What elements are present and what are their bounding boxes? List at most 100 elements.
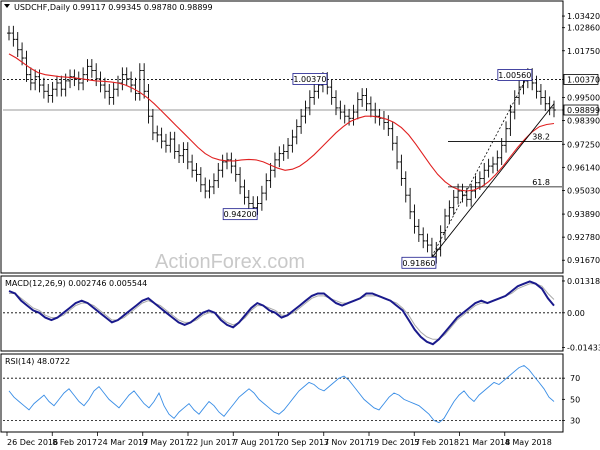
price-bar <box>185 142 190 170</box>
price-bar <box>364 88 369 112</box>
price-bar <box>443 208 447 240</box>
price-bar <box>486 158 491 178</box>
price-bar <box>499 138 504 166</box>
price-bar <box>242 179 247 205</box>
rsi-panel-frame <box>0 353 564 433</box>
trend-line-support <box>431 103 555 258</box>
rsi-y-tick-label: 70 <box>570 374 580 383</box>
price-bar <box>7 25 11 41</box>
price-bar <box>111 81 116 105</box>
price-bar <box>168 131 173 153</box>
price-bar <box>59 75 64 97</box>
x-tick-label: 26 Dec 2016 <box>7 438 58 447</box>
price-y-tick-label: 0.99500 <box>567 94 600 103</box>
swing-label-box <box>222 208 258 221</box>
price-bar <box>538 84 543 105</box>
price-bar <box>54 75 59 97</box>
price-bar <box>395 135 400 170</box>
price-bar <box>334 90 338 116</box>
price-bar <box>172 131 177 159</box>
x-tick-label: 22 Jun 2017 <box>188 438 236 447</box>
price-bar <box>194 162 199 182</box>
swing-label: 0.91860 <box>402 259 435 268</box>
x-tick-label: 24 Mar 2017 <box>98 438 149 447</box>
price-y-tick-label: 1.00370 <box>567 75 600 84</box>
price-bar <box>552 100 556 118</box>
price-bar <box>408 187 413 220</box>
price-bar <box>307 90 312 116</box>
price-bar <box>211 173 216 195</box>
price-bar <box>68 69 73 89</box>
price-bar <box>50 81 55 103</box>
price-bar <box>76 71 81 91</box>
price-bar <box>98 71 103 93</box>
price-y-tick-label: 1.02860 <box>567 24 600 33</box>
x-tick-label: 19 Dec 2017 <box>369 438 420 447</box>
price-bar <box>421 227 426 249</box>
swing-label-box <box>401 256 437 269</box>
price-bar <box>120 67 125 91</box>
price-y-tick-label: 0.91670 <box>567 256 600 265</box>
price-bar <box>89 59 94 78</box>
price-bar <box>216 162 221 188</box>
price-bar <box>425 233 430 253</box>
price-bar <box>264 173 269 201</box>
price-bar <box>85 59 90 82</box>
price-bar <box>46 84 51 103</box>
price-y-tick-label: 0.95030 <box>567 186 600 195</box>
price-y-tick-label: 1.03420 <box>567 12 600 21</box>
x-tick-label: 3 Nov 2017 <box>324 438 370 447</box>
price-bar <box>451 189 456 215</box>
rsi-panel: 70 50 30 <box>3 364 580 426</box>
price-bar <box>399 154 404 186</box>
price-panel-frame <box>0 0 564 274</box>
price-tick-highlight <box>563 74 599 85</box>
price-bar <box>403 171 408 203</box>
price-bar <box>28 67 33 91</box>
rsi-line <box>8 364 555 424</box>
macd-y-tick-label: -0.014339 <box>567 343 600 352</box>
price-bar <box>290 129 295 153</box>
price-bar <box>159 127 164 149</box>
price-bar <box>124 67 129 87</box>
price-y-tick-label: 0.96140 <box>567 163 600 172</box>
price-bar <box>490 156 495 174</box>
price-bar <box>351 104 356 126</box>
price-bar <box>303 100 308 124</box>
x-tick-label: 8 Feb 2017 <box>52 438 97 447</box>
price-tick-highlight <box>563 104 599 116</box>
price-bar <box>177 144 182 163</box>
macd-panel: 0.013184 0.00 -0.014339 <box>3 277 600 352</box>
price-bar <box>299 108 304 134</box>
swing-label: 0.94200 <box>224 210 257 219</box>
swing-label: 1.00560 <box>498 71 531 80</box>
price-bar <box>133 77 138 101</box>
swing-label-box <box>292 73 328 85</box>
price-bar <box>238 167 243 195</box>
price-bar <box>360 88 365 107</box>
price-bar <box>286 138 291 159</box>
x-tick-label: 7 Aug 2017 <box>233 438 279 447</box>
price-bar <box>504 121 509 153</box>
price-bar <box>33 69 38 91</box>
macd-y-tick-label: 0.00 <box>567 309 585 318</box>
x-tick-label: 5 Feb 2018 <box>414 438 459 447</box>
price-bar <box>447 200 452 224</box>
price-bar <box>543 90 548 112</box>
price-bar <box>338 100 343 120</box>
price-bar <box>547 96 552 116</box>
price-bar <box>150 108 155 141</box>
price-bar <box>438 225 443 257</box>
price-bar <box>190 154 195 178</box>
price-bar <box>272 152 277 178</box>
price-bar <box>163 133 168 153</box>
price-panel-title: USDCHF,Daily 0.99117 0.99345 0.98780 0.9… <box>14 3 213 12</box>
swing-label-box <box>497 69 533 81</box>
rsi-y-tick-label: 30 <box>570 417 580 426</box>
price-bar <box>107 84 112 105</box>
swing-label: 1.00370 <box>293 75 326 84</box>
price-bar <box>94 63 99 87</box>
price-bar <box>268 162 273 188</box>
price-bar <box>386 115 391 136</box>
